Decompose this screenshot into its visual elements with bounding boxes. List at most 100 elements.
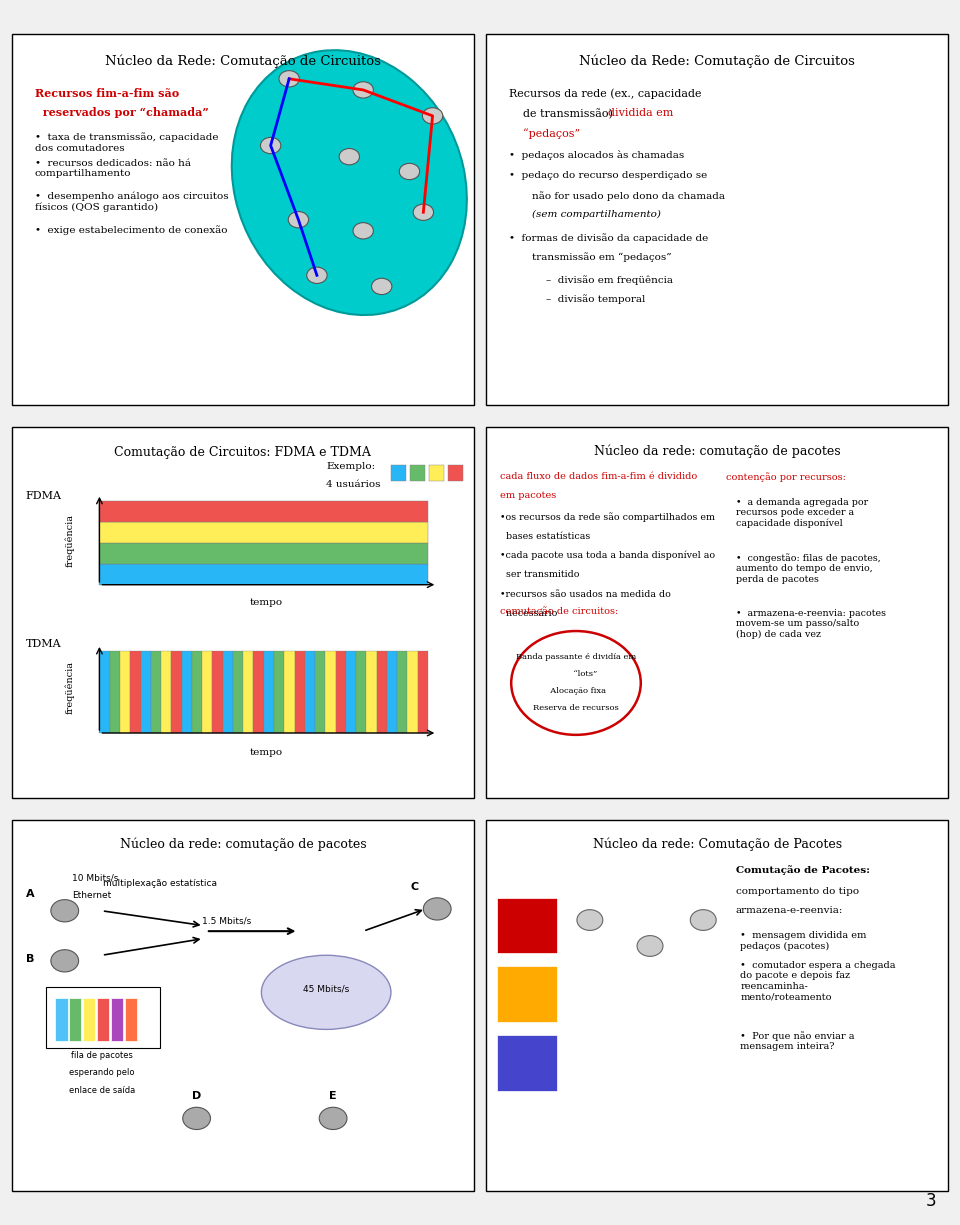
Text: 1.5 Mbits/s: 1.5 Mbits/s [202,916,252,925]
FancyBboxPatch shape [391,466,406,481]
Text: tempo: tempo [250,598,282,606]
Text: cada fluxo de dados fim-a-fim é dividido: cada fluxo de dados fim-a-fim é dividido [499,473,697,481]
Ellipse shape [261,956,391,1029]
Text: enlace de saída: enlace de saída [68,1087,134,1095]
Circle shape [577,910,603,931]
FancyBboxPatch shape [46,987,159,1047]
FancyBboxPatch shape [253,652,264,733]
Circle shape [51,949,79,971]
FancyBboxPatch shape [346,652,356,733]
Text: •  comutador espera a chegada
do pacote e depois faz
reencaminha-
mento/roteamen: • comutador espera a chegada do pacote e… [740,960,896,1001]
Text: •  a demanda agregada por
recursos pode exceder a
capacidade disponível: • a demanda agregada por recursos pode e… [735,497,868,528]
Text: armazena-e-reenvia:: armazena-e-reenvia: [735,906,843,915]
FancyBboxPatch shape [243,652,253,733]
Text: multiplexação estatística: multiplexação estatística [103,880,217,888]
Text: Núcleo da rede: comutação de pacotes: Núcleo da rede: comutação de pacotes [594,445,840,458]
Text: Comutação de Pacotes:: Comutação de Pacotes: [735,865,870,875]
Ellipse shape [231,50,467,315]
Text: Reserva de recursos: Reserva de recursos [533,704,619,713]
FancyBboxPatch shape [367,652,376,733]
FancyBboxPatch shape [407,652,418,733]
FancyBboxPatch shape [84,998,95,1040]
Text: transmissão em “pedaços”: transmissão em “pedaços” [532,252,672,262]
Text: Alocação fixa: Alocação fixa [545,687,607,696]
FancyBboxPatch shape [125,998,137,1040]
Text: •  desempenho análogo aos circuitos
físicos (QOS garantido): • desempenho análogo aos circuitos físic… [35,192,228,212]
FancyBboxPatch shape [111,998,123,1040]
FancyBboxPatch shape [171,652,181,733]
Text: •  taxa de transmissão, capacidade
dos comutadores: • taxa de transmissão, capacidade dos co… [35,132,218,153]
FancyBboxPatch shape [203,652,212,733]
Text: freqüência: freqüência [64,513,74,567]
Text: –  divisão em freqüência: – divisão em freqüência [546,276,673,285]
Text: A: A [26,889,35,899]
Text: de transmissão): de transmissão) [509,109,616,119]
Text: contenção por recursos:: contenção por recursos: [727,473,847,483]
FancyBboxPatch shape [223,652,233,733]
Text: •  congestão: filas de pacotes,
aumento do tempo de envio,
perda de pacotes: • congestão: filas de pacotes, aumento d… [735,554,880,584]
FancyBboxPatch shape [486,428,948,797]
FancyBboxPatch shape [429,466,444,481]
Text: Núcleo da rede: Comutação de Pacotes: Núcleo da rede: Comutação de Pacotes [592,838,842,851]
Text: freqüência: freqüência [64,662,74,714]
FancyBboxPatch shape [448,466,463,481]
Text: comportamento do tipo: comportamento do tipo [735,887,859,895]
FancyBboxPatch shape [486,34,948,405]
FancyBboxPatch shape [295,652,304,733]
Circle shape [512,631,640,735]
Text: Recursos da rede (ex., capacidade: Recursos da rede (ex., capacidade [509,88,702,99]
Text: Banda passante é dividía em: Banda passante é dividía em [516,653,636,660]
Circle shape [413,205,434,220]
FancyBboxPatch shape [109,652,120,733]
FancyBboxPatch shape [304,652,315,733]
Text: TDMA: TDMA [25,639,61,649]
FancyBboxPatch shape [12,820,474,1191]
Text: fila de pacotes: fila de pacotes [71,1051,132,1060]
Text: (sem compartilhamento): (sem compartilhamento) [532,209,660,219]
FancyBboxPatch shape [56,998,67,1040]
Circle shape [320,1107,347,1129]
FancyBboxPatch shape [140,652,151,733]
FancyBboxPatch shape [325,652,336,733]
Text: necessário: necessário [499,609,557,617]
FancyBboxPatch shape [397,652,407,733]
FancyBboxPatch shape [336,652,346,733]
Text: 4 usuários: 4 usuários [326,480,381,489]
Text: •  pedaço do recurso desperdiçado se: • pedaço do recurso desperdiçado se [509,172,708,180]
Text: •cada pacote usa toda a banda disponível ao: •cada pacote usa toda a banda disponível… [499,551,715,561]
Circle shape [182,1107,210,1129]
Text: Núcleo da Rede: Comutação de Circuitos: Núcleo da Rede: Comutação de Circuitos [105,55,381,69]
Text: Ethernet: Ethernet [72,891,111,900]
Text: E: E [329,1091,337,1101]
FancyBboxPatch shape [12,34,474,405]
FancyBboxPatch shape [356,652,367,733]
FancyBboxPatch shape [100,564,428,584]
Circle shape [353,82,373,98]
FancyBboxPatch shape [100,501,428,522]
Text: não for usado pelo dono da chamada: não for usado pelo dono da chamada [532,191,725,201]
FancyBboxPatch shape [497,967,558,1022]
FancyBboxPatch shape [497,898,558,953]
Text: comutação de circuitos:: comutação de circuitos: [499,606,618,616]
Circle shape [422,108,443,124]
Text: “pedaços”: “pedaços” [509,127,580,138]
FancyBboxPatch shape [100,652,109,733]
Text: C: C [410,882,419,892]
Text: 3: 3 [925,1192,936,1210]
Text: Recursos fim-a-fim são: Recursos fim-a-fim são [35,88,179,99]
Text: dividida em: dividida em [609,109,674,119]
Text: •  armazena-e-reenvia: pacotes
movem-se um passo/salto
(hop) de cada vez: • armazena-e-reenvia: pacotes movem-se u… [735,609,886,638]
Text: 45 Mbits/s: 45 Mbits/s [303,984,349,993]
Text: esperando pelo: esperando pelo [69,1068,134,1077]
FancyBboxPatch shape [120,652,131,733]
FancyBboxPatch shape [97,998,109,1040]
Text: Exemplo:: Exemplo: [326,462,375,472]
Circle shape [279,71,300,87]
FancyBboxPatch shape [274,652,284,733]
FancyBboxPatch shape [151,652,161,733]
Text: Núcleo da rede: comutação de pacotes: Núcleo da rede: comutação de pacotes [120,838,366,851]
FancyBboxPatch shape [418,652,428,733]
Text: 10 Mbits/s: 10 Mbits/s [72,873,118,883]
Circle shape [260,137,281,153]
FancyBboxPatch shape [387,652,397,733]
